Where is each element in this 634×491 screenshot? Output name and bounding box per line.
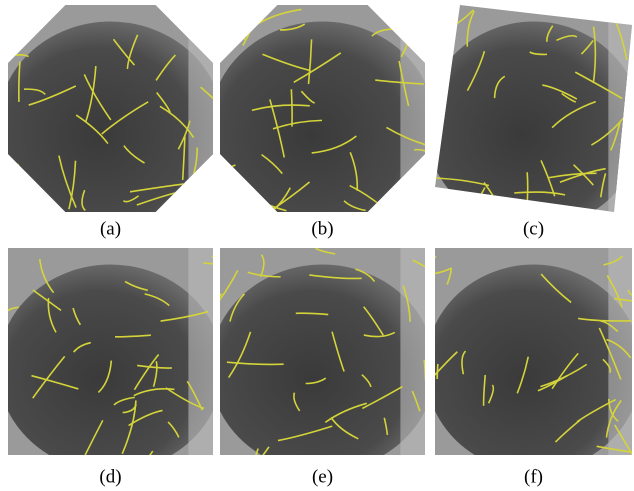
wrist-edge [188,5,213,212]
image-content [398,5,634,233]
image-content [185,5,442,229]
palm-image [185,5,442,229]
image-content [201,248,435,491]
palm-line [194,16,209,44]
palm-image [201,248,435,491]
palm-line [507,205,556,211]
wrist-edge [400,248,425,455]
image-content [0,248,226,491]
panel-caption: (b) [311,218,333,239]
image-content [390,248,634,472]
palm-line [291,89,292,126]
palm-line [19,195,31,212]
palm-line [0,164,19,200]
palm-image [0,5,234,229]
palm-image [398,5,634,233]
figure-canvas: (a) (b) (c) (d) (e) (f) [0,0,634,491]
panel-caption: (a) [100,218,121,239]
panel-caption: (c) [523,218,544,239]
palm-line [424,21,442,49]
palm-image [0,248,226,491]
figure: (a) (b) (c) (d) (e) (f) [0,0,634,491]
image-content [0,5,234,229]
panel-caption: (e) [312,466,333,487]
palm-image [390,248,634,472]
wrist-edge [188,248,213,455]
panel-caption: (f) [524,466,543,487]
palm-line [456,187,485,233]
panel-caption: (d) [99,466,121,487]
wrist-edge [608,248,632,455]
palm-line [8,196,30,213]
palm-line [124,451,152,491]
wrist-edge [400,5,425,212]
palm-line [228,32,246,39]
palm [425,265,634,472]
